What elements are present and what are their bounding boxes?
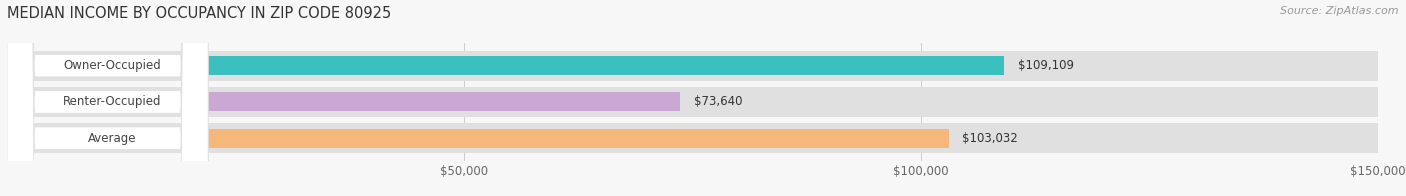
Text: Owner-Occupied: Owner-Occupied — [63, 59, 162, 72]
Bar — [7, 93, 681, 111]
FancyBboxPatch shape — [7, 0, 208, 196]
Bar — [7, 87, 1378, 117]
Bar — [7, 56, 1004, 75]
Text: $73,640: $73,640 — [693, 95, 742, 108]
FancyBboxPatch shape — [7, 0, 208, 196]
Text: Renter-Occupied: Renter-Occupied — [63, 95, 162, 108]
FancyBboxPatch shape — [7, 0, 208, 196]
Bar — [7, 129, 949, 148]
Text: MEDIAN INCOME BY OCCUPANCY IN ZIP CODE 80925: MEDIAN INCOME BY OCCUPANCY IN ZIP CODE 8… — [7, 6, 391, 21]
Bar — [7, 51, 1378, 81]
Text: Average: Average — [89, 132, 136, 145]
Text: $109,109: $109,109 — [1018, 59, 1074, 72]
Text: Source: ZipAtlas.com: Source: ZipAtlas.com — [1281, 6, 1399, 16]
Bar — [7, 123, 1378, 153]
Text: $103,032: $103,032 — [962, 132, 1018, 145]
